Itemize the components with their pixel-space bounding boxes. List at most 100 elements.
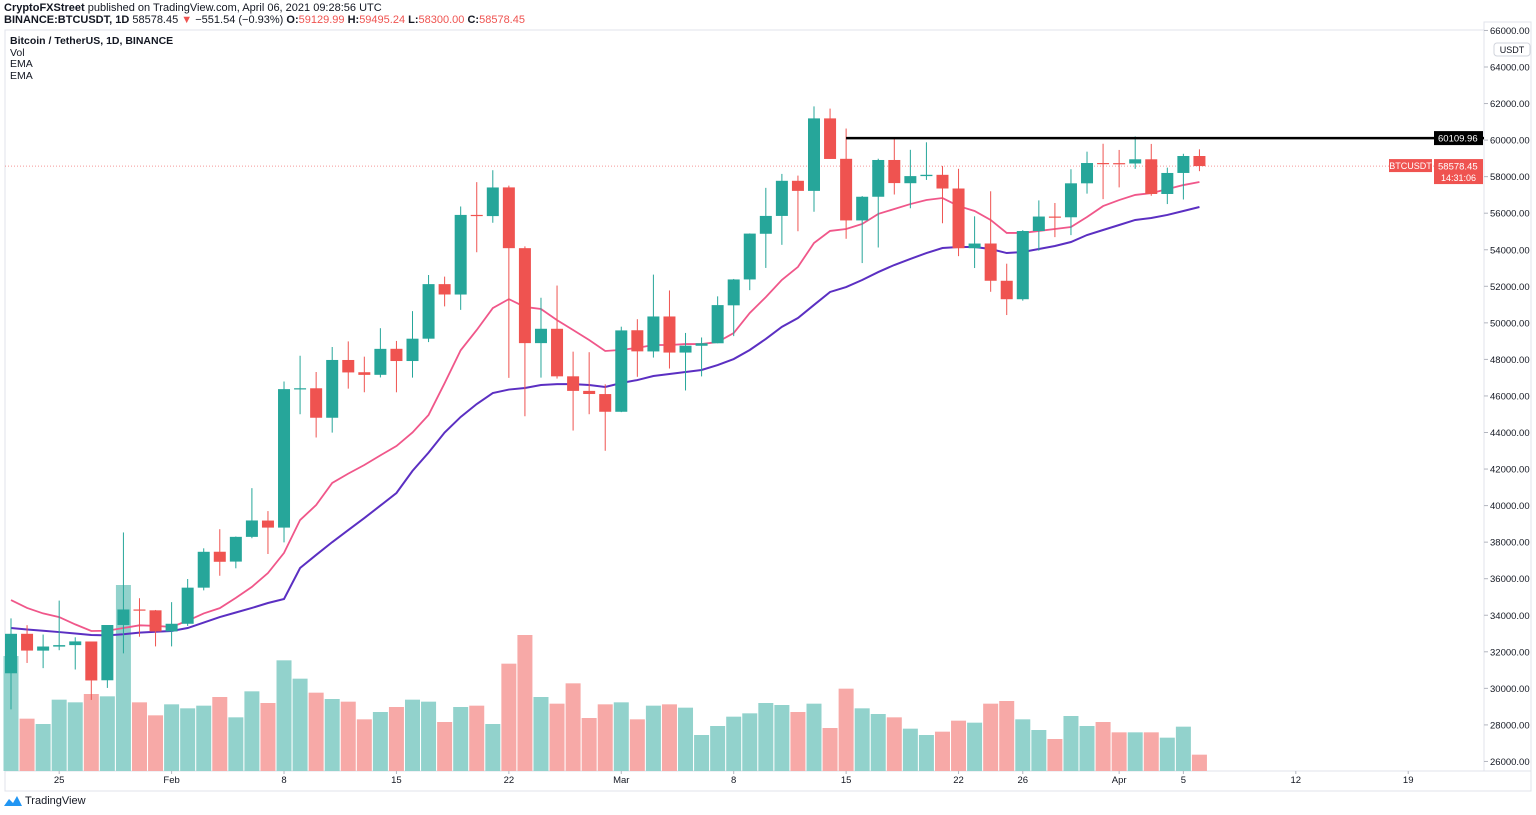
y-tick-label: 36000.00 bbox=[1490, 574, 1530, 585]
candle bbox=[1097, 143, 1110, 200]
volume-bar bbox=[148, 715, 164, 771]
candle-body bbox=[936, 174, 949, 189]
symbol-ohlc-bar: BINANCE:BTCUSDT, 1D 58578.45 ▼ −551.54 (… bbox=[4, 14, 525, 26]
volume-bar bbox=[629, 719, 645, 771]
last-price: 58578.45 bbox=[132, 14, 179, 26]
volume-bar bbox=[501, 663, 517, 771]
candle bbox=[213, 529, 226, 576]
candle bbox=[920, 142, 933, 180]
symbol-label: BTCUSDT bbox=[1389, 161, 1432, 171]
candle bbox=[1016, 230, 1029, 301]
candle bbox=[53, 600, 66, 651]
volume-bar bbox=[710, 726, 726, 771]
x-tick-label: 8 bbox=[731, 775, 736, 786]
candle-body bbox=[888, 159, 901, 184]
candle bbox=[278, 381, 291, 543]
close-label: C: bbox=[467, 14, 480, 26]
candle bbox=[486, 170, 499, 223]
candle-body bbox=[968, 243, 981, 249]
candle bbox=[583, 352, 596, 415]
candle bbox=[326, 347, 339, 433]
candle-body bbox=[165, 623, 178, 632]
low-label: L: bbox=[408, 14, 419, 26]
candle bbox=[791, 175, 804, 232]
time-axis bbox=[4, 770, 1532, 792]
candle-body bbox=[1064, 183, 1077, 218]
candle-body bbox=[1129, 159, 1142, 164]
published-text: published on TradingView.com, April 06, … bbox=[87, 2, 382, 14]
volume-bar bbox=[902, 728, 918, 771]
candle-body bbox=[133, 609, 146, 611]
volume-bar bbox=[1095, 722, 1111, 771]
volume-bar bbox=[678, 707, 694, 771]
legend-volume[interactable]: Vol bbox=[10, 46, 25, 59]
volume-bar bbox=[758, 703, 774, 771]
volume-bar bbox=[790, 712, 806, 771]
volume-bar bbox=[774, 705, 790, 771]
candle bbox=[181, 578, 194, 626]
volume-bar bbox=[83, 694, 99, 771]
low-value: 58300.00 bbox=[418, 14, 465, 26]
volume-bar bbox=[918, 735, 934, 771]
x-tick-label: 22 bbox=[953, 775, 964, 786]
volume-bar bbox=[356, 719, 372, 771]
candle-body bbox=[358, 372, 371, 375]
volume-bar bbox=[67, 702, 83, 771]
candle-body bbox=[647, 316, 660, 352]
candle bbox=[968, 216, 981, 269]
tradingview-logo[interactable]: TradingView bbox=[4, 795, 86, 807]
y-tick-label: 54000.00 bbox=[1490, 245, 1530, 256]
volume-bar bbox=[437, 722, 453, 771]
bar-countdown-label: 14:31:06 bbox=[1441, 173, 1476, 183]
candle-body bbox=[1081, 163, 1094, 184]
candle-body bbox=[342, 359, 355, 373]
candle bbox=[631, 319, 644, 377]
candle-body bbox=[824, 118, 837, 159]
candle-body bbox=[952, 188, 965, 249]
candle bbox=[470, 182, 483, 253]
candle bbox=[727, 278, 740, 337]
candle bbox=[149, 609, 162, 647]
price-change: −551.54 (−0.93%) bbox=[195, 14, 284, 26]
publisher-name[interactable]: CryptoFXStreet bbox=[4, 2, 85, 14]
volume-bar bbox=[1015, 719, 1031, 771]
candle bbox=[647, 274, 660, 358]
volume-bar bbox=[388, 707, 404, 771]
candle-body bbox=[759, 215, 772, 234]
candle bbox=[1177, 153, 1190, 200]
volume-bar bbox=[1111, 732, 1127, 771]
candle-body bbox=[551, 328, 564, 377]
candle-body bbox=[37, 646, 50, 651]
volume-bar bbox=[260, 703, 276, 771]
candle-body bbox=[631, 330, 644, 352]
candle-body bbox=[310, 388, 323, 418]
candle-body bbox=[808, 118, 820, 191]
volume-bar bbox=[806, 703, 822, 771]
candle-body bbox=[454, 214, 467, 295]
candle bbox=[1129, 136, 1142, 169]
y-tick-label: 32000.00 bbox=[1490, 647, 1530, 658]
y-tick-label: 30000.00 bbox=[1490, 684, 1530, 695]
footer-brand: TradingView bbox=[25, 795, 86, 807]
volume-bar bbox=[228, 717, 244, 771]
candle-body bbox=[1032, 216, 1045, 232]
x-tick-label: Feb bbox=[163, 775, 179, 786]
candle bbox=[390, 340, 403, 393]
candle-body bbox=[567, 376, 580, 391]
x-tick-label: 19 bbox=[1403, 775, 1414, 786]
candle-body bbox=[229, 536, 242, 562]
legend-ema-1[interactable]: EMA bbox=[10, 58, 33, 70]
candle-body bbox=[261, 520, 274, 528]
x-tick-label: 15 bbox=[841, 775, 852, 786]
candle-body bbox=[583, 390, 596, 395]
volume-bar bbox=[292, 678, 308, 771]
candle-body bbox=[872, 159, 885, 197]
candle bbox=[872, 158, 885, 248]
y-tick-label: 62000.00 bbox=[1490, 99, 1530, 110]
candle bbox=[551, 285, 564, 379]
ema-fast-line bbox=[10, 181, 1200, 632]
candle bbox=[695, 337, 708, 377]
candle-body bbox=[326, 359, 339, 418]
legend-ema-2[interactable]: EMA bbox=[10, 69, 33, 82]
